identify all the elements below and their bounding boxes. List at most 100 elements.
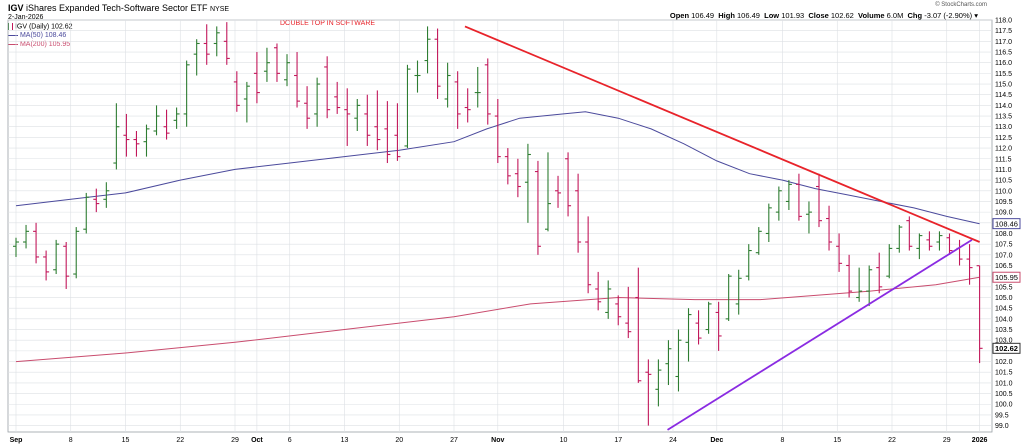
ohlc-bar: [63, 242, 70, 289]
volume-value: 6.0M: [886, 11, 904, 20]
ohlc-bar: [474, 66, 481, 108]
y-tick-label: 111.5: [995, 156, 1012, 163]
y-tick-label: 105.5: [995, 284, 1013, 291]
y-tick-label: 109.0: [995, 210, 1013, 217]
ohlc-bar: [695, 310, 702, 345]
x-tick-label: 22: [176, 437, 184, 444]
x-tick-label: 13: [341, 437, 349, 444]
chg-label: Chg: [907, 11, 923, 20]
y-tick-label: 103.5: [995, 327, 1013, 334]
y-tick-label: 116.5: [995, 50, 1012, 57]
ohlc-bar: [876, 252, 883, 294]
ohlc-bar: [775, 186, 782, 221]
x-tick-label: 8: [781, 437, 785, 444]
ohlc-bar: [735, 269, 742, 315]
y-tick-label: 109.5: [995, 199, 1013, 206]
x-tick-label: 17: [614, 437, 622, 444]
annotation-label: DOUBLE TOP IN SOFTWARE: [280, 20, 376, 27]
ohlc-bar: [555, 175, 562, 208]
ohlc-bar: [464, 88, 471, 123]
ohlc-bar: [906, 216, 913, 251]
x-tick-label: Nov: [491, 437, 504, 444]
ohlc-bar: [886, 244, 893, 279]
high-value: 106.49: [737, 11, 760, 20]
ohlc-bar: [926, 231, 933, 251]
y-tick-label: 112.5: [995, 135, 1012, 142]
ohlc-bar: [193, 39, 200, 76]
y-tick-label: 115.0: [995, 82, 1012, 89]
ohlc-bar: [284, 54, 291, 87]
ohlc-bar: [936, 231, 943, 251]
ohlc-bar: [163, 109, 170, 140]
ohlc-bar: [73, 227, 80, 279]
ohlc-bar: [394, 103, 401, 161]
dropdown-arrow-icon[interactable]: ▾: [974, 11, 978, 20]
ohlc-bar: [856, 267, 863, 302]
ohlc-bar: [655, 359, 662, 407]
y-tick-label: 117.5: [995, 28, 1012, 35]
ohlc-bar: [946, 233, 953, 255]
credit-label: © StockCharts.com: [935, 2, 987, 8]
y-tick-label: 101.5: [995, 370, 1013, 377]
ohlc-bar: [213, 26, 220, 57]
value-tags: 108.46 105.95 102.62: [992, 218, 1021, 354]
ohlc-bar: [434, 28, 441, 99]
x-tick-label: 27: [450, 437, 458, 444]
legend-ma200: MA(200) 105.95: [8, 41, 70, 48]
ohlc-bar: [424, 26, 431, 74]
ohlc-bar: [53, 239, 60, 275]
title-line: IGV iShares Expanded Tech-Software Secto…: [8, 3, 229, 13]
ohlc-bar: [183, 60, 190, 127]
close-label: Close: [808, 11, 829, 20]
ohlc-bar: [605, 280, 612, 319]
plot-frame: [7, 19, 993, 433]
y-tick-label: 113.0: [995, 124, 1012, 131]
x-tick-label: 24: [669, 437, 677, 444]
ohlc-bar: [374, 90, 381, 151]
y-tick-label: 102.0: [995, 359, 1013, 366]
ohlc-bar: [896, 224, 903, 253]
x-tick-label: 22: [888, 437, 896, 444]
x-tick-label: 15: [833, 437, 841, 444]
y-tick-label: 110.0: [995, 188, 1012, 195]
ohlc-bar: [826, 205, 833, 251]
y-tick-label: 100.0: [995, 402, 1013, 409]
ohlc-bar: [173, 107, 180, 129]
ohlc-bar: [103, 182, 110, 208]
ma200-value-tag: 105.95: [992, 271, 1021, 283]
ohlc-bar: [504, 148, 511, 185]
y-tick-label: 113.5: [995, 114, 1012, 121]
ma50-legend-swatch: [8, 34, 18, 36]
ohlc-bar: [233, 71, 240, 112]
ohlc-bar: [615, 295, 622, 326]
y-tick-label: 114.0: [995, 103, 1012, 110]
ohlc-bar: [404, 64, 411, 149]
ma50-value-tag: 108.46: [992, 218, 1021, 230]
ohlc-bar: [263, 47, 270, 82]
y-tick-label: 117.0: [995, 39, 1012, 46]
ohlc-bars: [13, 22, 983, 426]
y-tick-label: 110.5: [995, 178, 1012, 185]
ohlc-bar: [685, 308, 692, 362]
high-label: High: [718, 11, 735, 20]
y-tick-label: 101.0: [995, 380, 1013, 387]
ohlc-bar: [243, 81, 250, 123]
ohlc-bar: [223, 22, 230, 65]
ohlc-bar: [966, 244, 973, 285]
ohlc-bar: [665, 340, 672, 386]
low-label: Low: [764, 11, 780, 20]
ohlc-bar: [294, 52, 301, 108]
ohlc-bar: [273, 43, 280, 82]
x-tick-label: Dec: [710, 437, 723, 444]
ohlc-bar: [384, 101, 391, 164]
ohlc-bar: [13, 237, 19, 257]
ma50-line: [15, 111, 980, 225]
x-tick-label: 20: [395, 437, 403, 444]
low-value: 101.93: [781, 11, 805, 20]
y-tick-label: 106.5: [995, 263, 1013, 270]
ohlc-bar: [143, 124, 150, 157]
y-tick-label: 99.0: [995, 423, 1009, 430]
ohlc-bar: [836, 233, 843, 272]
ohlc-bar: [866, 265, 873, 307]
ohlc-bar: [805, 201, 812, 234]
